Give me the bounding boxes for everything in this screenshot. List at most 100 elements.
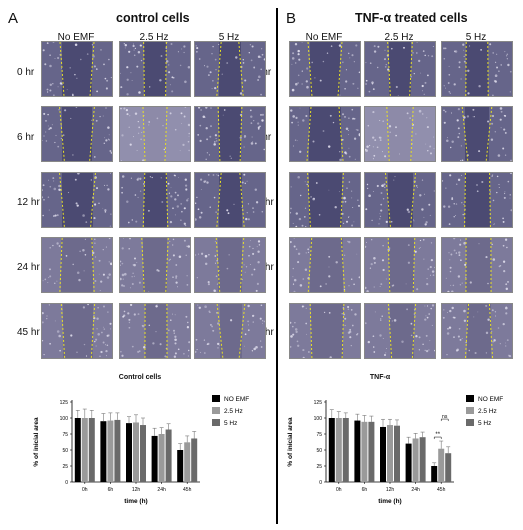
chart-b-title: TNF-α <box>369 374 391 381</box>
bar <box>165 429 172 482</box>
panel-a-row-12hr: 12 hr <box>17 197 40 208</box>
y-tick-label: 75 <box>316 432 322 438</box>
panel-a-row-24hr: 24 hr <box>17 262 40 273</box>
y-tick-label: 50 <box>316 448 322 454</box>
wound-micrograph <box>364 106 436 162</box>
wound-micrograph <box>289 303 361 359</box>
panel-a-row-45hr: 45 hr <box>17 327 40 338</box>
bar <box>88 418 95 482</box>
bar <box>368 421 375 482</box>
x-tick-label: 6h <box>108 487 114 493</box>
y-tick-label: 125 <box>60 400 69 406</box>
legend-label: 2.5 Hz <box>478 408 497 415</box>
y-axis-label: % of inicial area <box>33 417 40 467</box>
significance-bracket <box>433 436 442 440</box>
legend-swatch <box>466 419 474 426</box>
x-axis-label: time (h) <box>378 498 401 505</box>
y-axis-label: % of inicial area <box>287 417 294 467</box>
significance-label: ** <box>435 432 440 438</box>
legend-swatch <box>212 395 220 402</box>
panel-a-col-5hz: 5 Hz <box>218 32 240 43</box>
panel-divider <box>276 8 278 524</box>
wound-micrograph <box>119 237 191 293</box>
wound-micrograph <box>289 106 361 162</box>
wound-micrograph <box>289 237 361 293</box>
wound-micrograph <box>289 172 361 228</box>
wound-micrograph <box>194 41 266 97</box>
x-tick-label: 24h <box>157 487 166 493</box>
bar <box>361 421 368 482</box>
y-tick-label: 125 <box>314 400 323 406</box>
panel-b-letter: B <box>286 10 297 27</box>
bar <box>114 419 121 482</box>
x-tick-label: 0h <box>82 487 88 493</box>
wound-micrograph <box>119 41 191 97</box>
bar <box>342 418 349 482</box>
panel-b-col-5hz: 5 Hz <box>465 32 487 43</box>
bar <box>387 425 393 482</box>
y-tick-label: 0 <box>319 480 322 486</box>
x-tick-label: 45h <box>183 487 192 493</box>
bar <box>100 421 107 482</box>
bar <box>158 434 165 482</box>
bar <box>380 426 386 482</box>
y-tick-label: 0 <box>65 480 68 486</box>
bar <box>328 418 335 482</box>
wound-micrograph <box>194 303 266 359</box>
bar <box>140 425 146 482</box>
wound-micrograph <box>194 106 266 162</box>
panel-a-col-noemf: No EMF <box>57 32 95 43</box>
wound-micrograph <box>194 237 266 293</box>
x-tick-label: 12h <box>132 487 141 493</box>
legend-label: 5 Hz <box>478 420 491 427</box>
bar <box>405 443 412 482</box>
wound-micrograph <box>364 172 436 228</box>
legend-swatch <box>466 395 474 402</box>
legend-swatch <box>212 419 220 426</box>
legend-label: 2.5 Hz <box>224 408 243 415</box>
bar <box>394 425 400 482</box>
bar <box>438 448 445 482</box>
significance-bracket <box>440 418 449 422</box>
y-tick-label: 25 <box>316 464 322 470</box>
bar <box>107 420 114 482</box>
chart-a-title: Control cells <box>118 374 162 381</box>
wound-micrograph <box>441 172 513 228</box>
bar <box>431 466 438 482</box>
bar <box>126 423 132 482</box>
significance-label: ns <box>442 414 448 420</box>
bar <box>412 438 419 482</box>
wound-micrograph <box>441 106 513 162</box>
bar <box>81 418 88 482</box>
x-tick-label: 24h <box>411 487 420 493</box>
wound-micrograph <box>119 172 191 228</box>
y-tick-label: 100 <box>314 416 323 422</box>
x-tick-label: 12h <box>386 487 395 493</box>
wound-micrograph <box>441 41 513 97</box>
y-tick-label: 100 <box>60 416 69 422</box>
legend-label: NO EMF <box>224 396 249 403</box>
bar <box>335 418 342 482</box>
bar <box>151 435 158 482</box>
x-tick-label: 0h <box>336 487 342 493</box>
x-tick-label: 45h <box>437 487 446 493</box>
legend-label: NO EMF <box>478 396 503 403</box>
wound-micrograph <box>119 106 191 162</box>
chart-tnf-alpha: % of inicial area 0 25 50 75 100 125 0h 6h 12h 24h… <box>287 395 503 505</box>
y-tick-label: 75 <box>62 432 68 438</box>
legend-swatch <box>466 407 474 414</box>
wound-micrograph <box>441 237 513 293</box>
legend-label: 5 Hz <box>224 420 237 427</box>
panel-a-title: control cells <box>116 11 190 25</box>
panel-b-title: TNF-α treated cells <box>355 11 468 25</box>
panel-a-row-0hr: 0 hr <box>17 67 35 78</box>
wound-micrograph <box>41 41 113 97</box>
panel-b-col-25hz: 2.5 Hz <box>384 32 414 43</box>
wound-micrograph <box>441 303 513 359</box>
wound-micrograph <box>364 303 436 359</box>
bar <box>191 438 198 482</box>
x-axis-label: time (h) <box>124 498 147 505</box>
bar <box>184 442 191 482</box>
wound-micrograph <box>41 106 113 162</box>
panel-a-col-25hz: 2.5 Hz <box>139 32 169 43</box>
